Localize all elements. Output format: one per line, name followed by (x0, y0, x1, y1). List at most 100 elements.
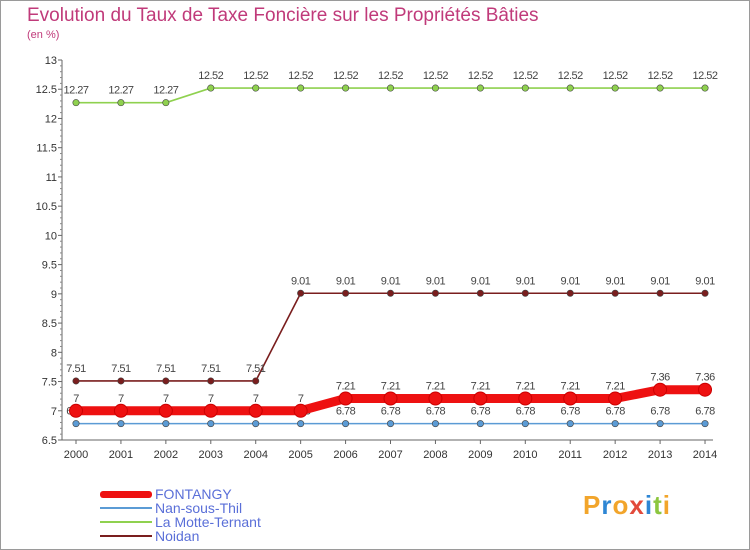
data-point-fontangy (383, 391, 398, 406)
data-label-noidan: 9.01 (471, 275, 491, 287)
legend-swatch-noidan (100, 535, 152, 537)
y-tick-label: 7 (51, 406, 57, 418)
y-tick-label: 8.5 (42, 318, 57, 330)
data-label-noidan: 7.51 (66, 363, 86, 375)
data-label-fontangy: 7 (73, 393, 79, 405)
data-point-nan-sous-thil (656, 420, 664, 428)
x-tick-label: 2006 (333, 449, 357, 461)
x-tick-label: 2002 (154, 449, 178, 461)
x-tick-label: 2014 (693, 449, 717, 461)
data-label-noidan: 9.01 (561, 275, 581, 287)
data-point-nan-sous-thil (207, 420, 215, 428)
data-label-noidan: 9.01 (516, 275, 536, 287)
data-point-la-motte-ternant (701, 84, 709, 92)
data-label-noidan: 7.51 (156, 363, 176, 375)
data-label-noidan: 9.01 (426, 275, 446, 287)
data-label-la-motte-ternant: 12.52 (423, 70, 448, 82)
data-point-fontangy (608, 391, 623, 406)
x-tick-label: 2009 (468, 449, 492, 461)
data-point-la-motte-ternant (566, 84, 574, 92)
legend-label-nan-sous-thil: Nan-sous-Thil (155, 500, 243, 516)
data-point-la-motte-ternant (72, 99, 80, 107)
y-tick-label: 11.5 (36, 143, 57, 155)
y-tick-label: 9 (51, 289, 57, 301)
data-point-fontangy (248, 403, 263, 418)
data-point-noidan (72, 377, 80, 385)
data-label-fontangy: 7.21 (561, 380, 581, 392)
data-point-noidan (387, 289, 395, 297)
data-label-nan-sous-thil: 6.78 (650, 406, 670, 418)
data-point-nan-sous-thil (297, 420, 305, 428)
data-point-fontangy (563, 391, 578, 406)
data-label-la-motte-ternant: 12.52 (243, 70, 268, 82)
data-point-nan-sous-thil (701, 420, 709, 428)
data-label-noidan: 9.01 (336, 275, 356, 287)
data-point-la-motte-ternant (431, 84, 439, 92)
data-point-la-motte-ternant (611, 84, 619, 92)
data-label-la-motte-ternant: 12.27 (63, 85, 88, 97)
data-label-la-motte-ternant: 12.27 (108, 85, 133, 97)
x-tick-label: 2008 (423, 449, 447, 461)
y-tick-label: 13 (45, 55, 57, 67)
y-tick-label: 12.5 (36, 84, 57, 96)
data-point-noidan (252, 377, 260, 385)
data-point-fontangy (338, 391, 353, 406)
data-point-fontangy (203, 403, 218, 418)
data-label-fontangy: 7.21 (471, 380, 491, 392)
data-point-noidan (297, 289, 305, 297)
data-label-la-motte-ternant: 12.52 (288, 70, 313, 82)
data-label-fontangy: 7.21 (381, 380, 401, 392)
data-point-nan-sous-thil (611, 420, 619, 428)
data-point-noidan (476, 289, 484, 297)
x-tick-label: 2005 (288, 449, 312, 461)
data-point-noidan (611, 289, 619, 297)
data-label-noidan: 9.01 (381, 275, 401, 287)
data-point-noidan (521, 289, 529, 297)
data-label-nan-sous-thil: 6.78 (381, 406, 401, 418)
data-label-fontangy: 7.36 (695, 372, 715, 384)
data-label-nan-sous-thil: 6.78 (561, 406, 581, 418)
data-point-nan-sous-thil (521, 420, 529, 428)
data-label-fontangy: 7.36 (650, 372, 670, 384)
logo-letter: i (644, 490, 654, 520)
data-label-la-motte-ternant: 12.27 (153, 85, 178, 97)
y-tick-label: 10.5 (36, 201, 57, 213)
legend-swatch-la-motte-ternant (100, 521, 152, 523)
y-tick-label: 8 (51, 347, 57, 359)
data-point-noidan (117, 377, 125, 385)
data-label-la-motte-ternant: 12.52 (198, 70, 223, 82)
data-point-fontangy (653, 382, 668, 397)
data-label-la-motte-ternant: 12.52 (513, 70, 538, 82)
y-tick-label: 6.5 (42, 435, 57, 447)
data-point-fontangy (473, 391, 488, 406)
data-label-nan-sous-thil: 6.78 (426, 406, 446, 418)
data-point-noidan (566, 289, 574, 297)
x-tick-label: 2007 (378, 449, 402, 461)
logo-letter: o (612, 490, 630, 520)
data-point-nan-sous-thil (476, 420, 484, 428)
y-tick-label: 11 (46, 172, 57, 184)
data-label-noidan: 9.01 (695, 275, 715, 287)
data-point-nan-sous-thil (72, 420, 80, 428)
data-label-fontangy: 7.21 (426, 380, 446, 392)
data-point-la-motte-ternant (656, 84, 664, 92)
data-point-la-motte-ternant (521, 84, 529, 92)
logo-letter: P (583, 490, 602, 520)
logo-letter: i (662, 490, 671, 520)
proxiti-logo: Proxiti (583, 490, 671, 521)
data-point-noidan (431, 289, 439, 297)
data-point-noidan (701, 289, 709, 297)
y-tick-label: 12 (45, 113, 57, 125)
data-label-fontangy: 7 (253, 393, 259, 405)
y-tick-label: 9.5 (42, 260, 57, 272)
x-tick-label: 2003 (199, 449, 223, 461)
data-point-la-motte-ternant (207, 84, 215, 92)
x-tick-label: 2012 (603, 449, 627, 461)
data-label-la-motte-ternant: 12.52 (468, 70, 493, 82)
data-label-nan-sous-thil: 6.78 (471, 406, 491, 418)
data-label-fontangy: 7.21 (516, 380, 536, 392)
data-label-fontangy: 7 (298, 393, 304, 405)
legend-swatch-nan-sous-thil (100, 507, 152, 509)
data-label-la-motte-ternant: 12.52 (333, 70, 358, 82)
